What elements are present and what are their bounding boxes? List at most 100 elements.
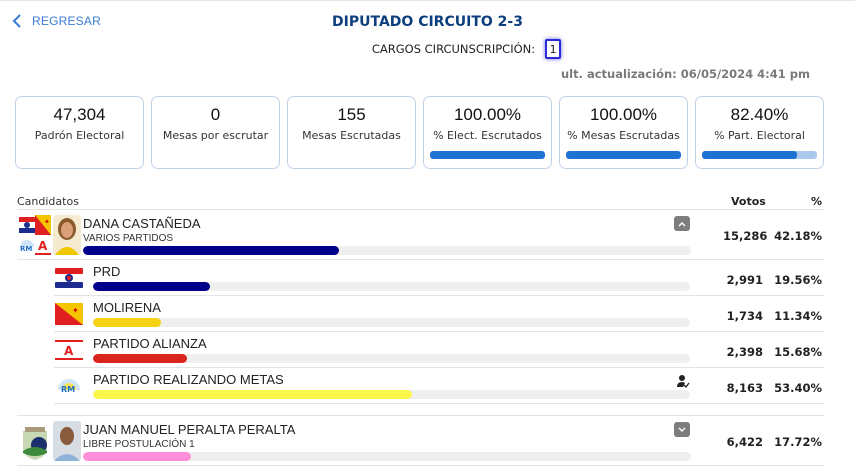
candidate-pct: 42.18% xyxy=(774,229,822,243)
stat-card-mesas-escrutadas-pct: 100.00% % Mesas Escrutadas xyxy=(559,96,688,169)
cargos-label: CARGOS CIRCUNSCRIPCIÓN: xyxy=(371,42,536,56)
stat-card-elect-escrutados: 100.00% % Elect. Escrutados xyxy=(423,96,552,169)
chevron-down-icon xyxy=(678,427,686,432)
party-name: PARTIDO ALIANZA xyxy=(93,336,207,351)
molirena-logo-icon: ✦ xyxy=(55,303,83,325)
party-pct: 11.34% xyxy=(774,309,822,323)
svg-text:RM: RM xyxy=(20,245,32,253)
vote-bar xyxy=(93,390,690,399)
libre-postulacion-logo-icon xyxy=(23,427,47,460)
vote-bar xyxy=(93,354,690,363)
molirena-logo-icon: ✦ xyxy=(35,215,51,235)
progress-bar xyxy=(566,151,681,159)
stat-card-mesas-escrutadas: 155 Mesas Escrutadas xyxy=(287,96,416,169)
rm-logo-icon: RM xyxy=(55,375,83,397)
candidate-row[interactable]: ✦ RM A DANA CASTAÑEDA VARIOS PARTIDOS 15… xyxy=(17,210,824,260)
cargos-selector: CARGOS CIRCUNSCRIPCIÓN: 1 xyxy=(0,39,855,59)
vote-bar xyxy=(93,282,690,291)
progress-fill xyxy=(430,151,545,159)
stat-label: % Part. Electoral xyxy=(714,129,805,142)
candidate-affiliation: LIBRE POSTULACIÓN 1 xyxy=(83,439,195,450)
stats-cards: 47,304 Padrón Electoral 0 Mesas por escr… xyxy=(15,96,824,169)
candidate-row[interactable]: JUAN MANUEL PERALTA PERALTA LIBRE POSTUL… xyxy=(17,416,824,466)
party-row-molirena: ✦ MOLIRENA 1,734 11.34% xyxy=(54,296,824,332)
col-votes: Votos xyxy=(731,195,766,208)
person-check-icon xyxy=(677,375,690,388)
vote-bar xyxy=(83,246,691,255)
stat-label: Mesas por escrutar xyxy=(162,129,269,142)
back-label: REGRESAR xyxy=(32,14,101,28)
progress-fill xyxy=(702,151,797,159)
svg-text:A: A xyxy=(64,344,74,358)
vote-bar xyxy=(93,318,690,327)
svg-text:✦: ✦ xyxy=(44,218,50,226)
party-row-realizando-metas: RM PARTIDO REALIZANDO METAS 8,163 53.40% xyxy=(54,368,824,404)
party-votes: 2,991 xyxy=(726,273,763,287)
progress-bar xyxy=(430,151,545,159)
rm-logo-icon: RM xyxy=(19,235,35,255)
candidate-name: DANA CASTAÑEDA xyxy=(83,216,201,231)
stat-value: 0 xyxy=(210,105,221,124)
last-update-text: ult. actualización: 06/05/2024 4:41 pm xyxy=(560,67,810,81)
candidate-photo xyxy=(53,421,81,461)
page-title: DIPUTADO CIRCUITO 2-3 xyxy=(332,14,523,30)
col-candidates: Candidatos xyxy=(17,195,79,208)
vote-bar-fill xyxy=(93,390,412,399)
stat-value: 100.00% xyxy=(453,105,522,124)
cargos-value-input[interactable]: 1 xyxy=(545,39,562,59)
party-row-alianza: A PARTIDO ALIANZA 2,398 15.68% xyxy=(54,332,824,368)
collapse-button[interactable] xyxy=(674,216,690,231)
candidate-votes: 15,286 xyxy=(723,229,768,243)
chevron-up-icon xyxy=(678,221,686,226)
candidate-name: JUAN MANUEL PERALTA PERALTA xyxy=(83,422,296,437)
svg-text:✦: ✦ xyxy=(72,306,79,315)
party-logos xyxy=(19,421,51,461)
progress-fill xyxy=(566,151,681,159)
prd-logo-icon xyxy=(19,215,35,235)
candidate-photo xyxy=(53,215,81,255)
results-table: Candidatos Votos % ✦ RM A DANA CASTAÑEDA… xyxy=(17,194,824,466)
stat-label: Padrón Electoral xyxy=(34,129,125,142)
vote-bar-fill xyxy=(83,452,191,461)
stat-value: 100.00% xyxy=(589,105,658,124)
stat-value: 155 xyxy=(337,105,366,124)
party-name: MOLIRENA xyxy=(93,300,161,315)
stat-label: Mesas Escrutadas xyxy=(302,129,401,142)
progress-bar xyxy=(702,151,817,159)
party-pct: 15.68% xyxy=(774,345,822,359)
stat-value: 47,304 xyxy=(53,105,106,124)
table-header: Candidatos Votos % xyxy=(17,194,824,210)
svg-text:A: A xyxy=(38,239,48,253)
party-name: PRD xyxy=(93,264,121,279)
chevron-left-icon xyxy=(12,14,21,28)
candidate-votes: 6,422 xyxy=(726,435,763,449)
party-votes: 1,734 xyxy=(726,309,763,323)
party-votes: 8,163 xyxy=(726,381,763,395)
party-pct: 53.40% xyxy=(774,381,822,395)
party-pct: 19.56% xyxy=(774,273,822,287)
party-row-prd: PRD 2,991 19.56% xyxy=(54,260,824,296)
vote-bar xyxy=(83,452,691,461)
stat-value: 82.40% xyxy=(730,105,789,124)
party-votes: 2,398 xyxy=(726,345,763,359)
row-divider xyxy=(17,404,824,416)
svg-text:RM: RM xyxy=(61,385,75,394)
col-pct: % xyxy=(810,195,822,208)
prd-logo-icon xyxy=(55,267,83,289)
top-divider xyxy=(0,0,855,1)
expand-button[interactable] xyxy=(674,422,690,437)
stat-label: % Elect. Escrutados xyxy=(433,129,542,142)
vote-bar-fill xyxy=(83,246,340,255)
alianza-logo-icon: A xyxy=(35,235,51,255)
alianza-logo-icon: A xyxy=(55,339,83,361)
vote-bar-fill xyxy=(93,318,161,327)
back-button[interactable]: REGRESAR xyxy=(12,14,101,28)
party-name: PARTIDO REALIZANDO METAS xyxy=(93,372,284,387)
stat-card-padron: 47,304 Padrón Electoral xyxy=(15,96,144,169)
vote-bar-fill xyxy=(93,354,187,363)
stat-card-participacion: 82.40% % Part. Electoral xyxy=(695,96,824,169)
candidate-affiliation: VARIOS PARTIDOS xyxy=(83,233,174,244)
candidate-pct: 17.72% xyxy=(774,435,822,449)
party-logos: ✦ RM A xyxy=(19,215,51,255)
stat-card-mesas-por-escrutar: 0 Mesas por escrutar xyxy=(151,96,280,169)
